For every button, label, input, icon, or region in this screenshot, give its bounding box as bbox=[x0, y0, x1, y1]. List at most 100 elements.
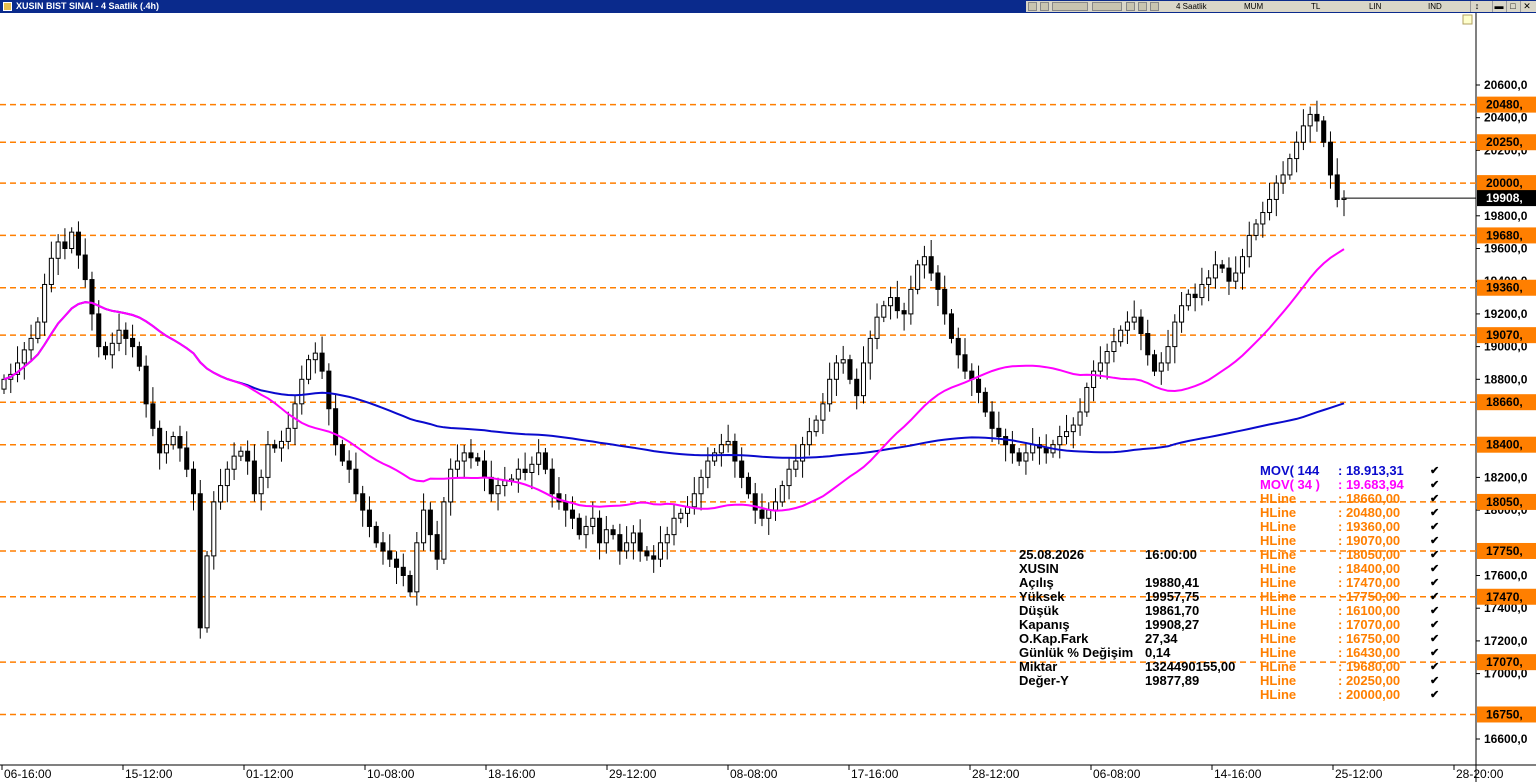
candle-body[interactable] bbox=[339, 444, 345, 462]
candle-body[interactable] bbox=[427, 509, 433, 536]
candle-body[interactable] bbox=[468, 452, 474, 459]
candle-body[interactable] bbox=[637, 532, 643, 552]
candle-body[interactable] bbox=[772, 501, 779, 511]
candle-body[interactable] bbox=[1097, 362, 1103, 372]
candle-body[interactable] bbox=[1179, 305, 1185, 323]
check-icon[interactable]: ✔ bbox=[1430, 633, 1440, 645]
copy-icon[interactable] bbox=[1040, 2, 1049, 11]
candle-body[interactable] bbox=[745, 476, 751, 495]
candle-body[interactable] bbox=[373, 525, 379, 544]
candle-body[interactable] bbox=[698, 476, 704, 495]
candle-body[interactable] bbox=[163, 444, 169, 454]
price-chart[interactable]: 20600,020400,020200,019800,019600,019400… bbox=[0, 13, 1536, 782]
candle-body[interactable] bbox=[854, 378, 860, 397]
maximize-button[interactable]: □ bbox=[1506, 1, 1519, 12]
candle-body[interactable] bbox=[96, 313, 102, 348]
draw-icon[interactable] bbox=[1126, 2, 1135, 11]
candle-body[interactable] bbox=[272, 444, 278, 449]
candle-body[interactable] bbox=[306, 359, 312, 380]
candle-body[interactable] bbox=[1063, 431, 1070, 438]
candle-body[interactable] bbox=[407, 575, 413, 593]
candle-body[interactable] bbox=[102, 346, 109, 356]
candle-body[interactable] bbox=[1273, 182, 1279, 200]
candle-body[interactable] bbox=[1111, 341, 1117, 353]
candle-body[interactable] bbox=[1091, 370, 1097, 388]
check-icon[interactable]: ✔ bbox=[1430, 661, 1440, 673]
candle-body[interactable] bbox=[15, 362, 21, 375]
candle-body[interactable] bbox=[48, 257, 54, 285]
candle-body[interactable] bbox=[177, 436, 183, 449]
candle-body[interactable] bbox=[1070, 424, 1076, 433]
candle-body[interactable] bbox=[576, 517, 582, 536]
candle-body[interactable] bbox=[1321, 120, 1327, 143]
candle-body[interactable] bbox=[542, 452, 548, 470]
currency-selector[interactable]: TL bbox=[1311, 2, 1321, 11]
candle-body[interactable] bbox=[1327, 141, 1333, 176]
candle-body[interactable] bbox=[150, 403, 156, 429]
candle-body[interactable] bbox=[204, 555, 210, 629]
candle-body[interactable] bbox=[1253, 223, 1259, 236]
candle-body[interactable] bbox=[1300, 125, 1306, 143]
candle-body[interactable] bbox=[360, 493, 366, 511]
candle-body[interactable] bbox=[1151, 354, 1158, 372]
candle-body[interactable] bbox=[921, 256, 927, 266]
candle-body[interactable] bbox=[590, 517, 596, 527]
candle-body[interactable] bbox=[617, 534, 623, 552]
candle-body[interactable] bbox=[840, 359, 846, 364]
candle-body[interactable] bbox=[1084, 386, 1090, 413]
candle-body[interactable] bbox=[820, 403, 826, 421]
candle-body[interactable] bbox=[813, 419, 819, 433]
candle-body[interactable] bbox=[319, 352, 325, 372]
candle-body[interactable] bbox=[346, 460, 352, 470]
check-icon[interactable]: ✔ bbox=[1430, 535, 1440, 547]
candle-body[interactable] bbox=[1280, 174, 1286, 184]
candle-body[interactable] bbox=[1233, 272, 1239, 282]
candle-body[interactable] bbox=[651, 555, 657, 560]
candle-body[interactable] bbox=[292, 403, 298, 429]
candle-body[interactable] bbox=[1118, 329, 1124, 343]
candle-body[interactable] bbox=[1030, 444, 1036, 454]
candle-body[interactable] bbox=[1185, 293, 1191, 307]
candle-body[interactable] bbox=[867, 337, 873, 364]
candle-body[interactable] bbox=[1260, 212, 1266, 225]
candle-body[interactable] bbox=[245, 450, 251, 462]
period-selector[interactable]: 4 Saatlik bbox=[1176, 2, 1207, 11]
check-icon[interactable]: ✔ bbox=[1430, 605, 1440, 617]
candle-body[interactable] bbox=[35, 321, 41, 339]
candle-body[interactable] bbox=[610, 529, 616, 536]
candle-body[interactable] bbox=[752, 493, 758, 511]
candle-body[interactable] bbox=[928, 256, 934, 274]
candle-body[interactable] bbox=[522, 468, 528, 473]
scroll-marker-icon[interactable] bbox=[1462, 14, 1473, 25]
candle-body[interactable] bbox=[678, 512, 684, 519]
candle-body[interactable] bbox=[353, 468, 359, 495]
candle-body[interactable] bbox=[725, 440, 731, 446]
candle-body[interactable] bbox=[976, 378, 982, 393]
candle-body[interactable] bbox=[143, 365, 149, 405]
candle-body[interactable] bbox=[136, 346, 142, 367]
candle-body[interactable] bbox=[1138, 316, 1144, 335]
candle-body[interactable] bbox=[1199, 283, 1205, 299]
restore-button[interactable]: ↕ bbox=[1470, 1, 1483, 12]
candle-body[interactable] bbox=[894, 297, 900, 312]
candle-body[interactable] bbox=[955, 337, 961, 356]
candle-body[interactable] bbox=[1219, 264, 1225, 269]
candle-body[interactable] bbox=[1158, 362, 1164, 372]
check-icon[interactable]: ✔ bbox=[1430, 675, 1440, 687]
tools-icon[interactable] bbox=[1092, 2, 1122, 11]
candle-body[interactable] bbox=[833, 362, 839, 380]
candle-body[interactable] bbox=[664, 534, 670, 544]
candle-body[interactable] bbox=[982, 391, 988, 413]
candle-body[interactable] bbox=[130, 337, 136, 348]
candle-body[interactable] bbox=[1023, 452, 1029, 462]
candle-body[interactable] bbox=[326, 370, 332, 410]
chart-type-selector[interactable]: MUM bbox=[1244, 2, 1264, 11]
candle-body[interactable] bbox=[888, 297, 894, 307]
candle-body[interactable] bbox=[481, 460, 488, 478]
check-icon[interactable]: ✔ bbox=[1430, 591, 1440, 603]
candle-body[interactable] bbox=[1294, 141, 1300, 160]
candle-body[interactable] bbox=[996, 427, 1002, 438]
candle-body[interactable] bbox=[218, 485, 224, 503]
candle-body[interactable] bbox=[333, 408, 339, 446]
candle-body[interactable] bbox=[1239, 256, 1246, 274]
